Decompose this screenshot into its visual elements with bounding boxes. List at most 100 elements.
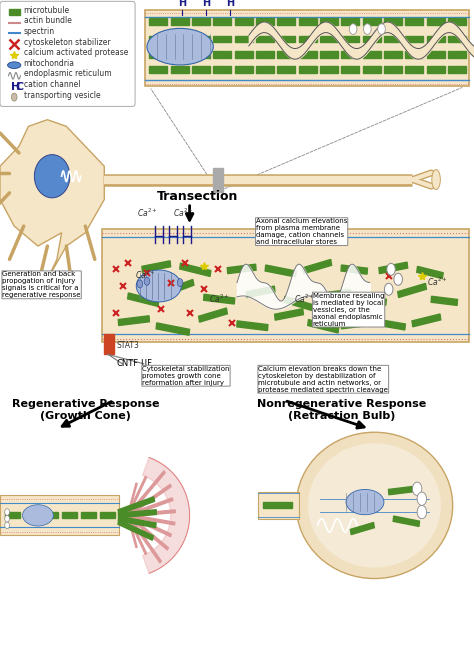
Bar	[213, 18, 231, 25]
Bar	[320, 36, 338, 43]
FancyArrow shape	[398, 283, 427, 297]
Text: $Ca^{2+}$: $Ca^{2+}$	[209, 292, 229, 305]
FancyArrow shape	[128, 515, 146, 555]
FancyArrow shape	[284, 297, 315, 311]
Text: Nonregenerative Response
(Retraction Bulb): Nonregenerative Response (Retraction Bul…	[256, 399, 426, 420]
FancyArrow shape	[274, 309, 303, 320]
Text: Axonal calcium elevations
from plasma membrane
damage, cation channels
and intra: Axonal calcium elevations from plasma me…	[256, 218, 347, 245]
FancyArrow shape	[142, 261, 171, 272]
FancyArrow shape	[128, 515, 161, 563]
Ellipse shape	[296, 432, 453, 579]
Text: Membrane resealing
is mediated by local
vessicles, or the
axonal endoplasmic
ret: Membrane resealing is mediated by local …	[313, 293, 384, 327]
FancyArrow shape	[165, 279, 194, 295]
Text: endoplasmic reticulum: endoplasmic reticulum	[24, 69, 111, 78]
Bar	[427, 36, 445, 43]
Text: $Ca^{2+}$: $Ca^{2+}$	[294, 292, 315, 305]
FancyArrow shape	[81, 512, 96, 519]
Text: STAT3: STAT3	[116, 340, 139, 350]
Bar	[320, 66, 338, 73]
Bar	[149, 18, 167, 25]
Bar	[299, 51, 317, 58]
Text: cytoskeleton stabilizer: cytoskeleton stabilizer	[24, 37, 110, 47]
Text: $Ca^{2+}$: $Ca^{2+}$	[135, 269, 156, 281]
FancyArrow shape	[128, 293, 159, 307]
FancyArrow shape	[24, 512, 39, 519]
Bar	[427, 18, 445, 25]
Circle shape	[5, 509, 9, 515]
Circle shape	[394, 273, 402, 285]
FancyArrow shape	[128, 476, 146, 516]
FancyArrow shape	[118, 497, 155, 514]
Circle shape	[177, 279, 183, 287]
FancyArrow shape	[128, 514, 175, 525]
FancyArrow shape	[128, 483, 137, 515]
FancyArrow shape	[341, 265, 367, 274]
Text: H: H	[178, 0, 187, 8]
FancyArrow shape	[62, 512, 77, 519]
Ellipse shape	[23, 505, 53, 526]
Bar	[9, 9, 20, 15]
FancyArrow shape	[417, 267, 443, 279]
FancyArrow shape	[393, 516, 419, 527]
Bar	[256, 66, 274, 73]
Circle shape	[137, 280, 143, 288]
Circle shape	[11, 93, 17, 101]
Bar	[171, 18, 189, 25]
Text: H: H	[226, 0, 234, 8]
Bar	[341, 66, 359, 73]
FancyArrow shape	[199, 308, 228, 322]
FancyArrow shape	[128, 471, 165, 517]
Bar	[341, 18, 359, 25]
Bar	[448, 66, 466, 73]
Circle shape	[5, 522, 9, 529]
FancyArrow shape	[118, 520, 154, 540]
FancyArrow shape	[180, 263, 211, 277]
FancyArrow shape	[118, 510, 156, 517]
Text: actin bundle: actin bundle	[24, 16, 72, 25]
FancyBboxPatch shape	[102, 229, 469, 342]
Bar	[384, 18, 402, 25]
Bar	[235, 51, 253, 58]
Bar	[405, 36, 423, 43]
FancyArrow shape	[5, 512, 20, 519]
FancyArrow shape	[100, 512, 115, 519]
Bar	[235, 18, 253, 25]
Bar	[149, 66, 167, 73]
Bar	[363, 66, 381, 73]
Bar	[405, 51, 423, 58]
Text: C: C	[15, 82, 23, 92]
Bar	[213, 66, 231, 73]
Bar	[235, 36, 253, 43]
Circle shape	[144, 277, 150, 285]
Bar	[171, 36, 189, 43]
Bar	[192, 36, 210, 43]
Ellipse shape	[34, 154, 70, 198]
Bar	[448, 36, 466, 43]
Polygon shape	[143, 458, 190, 573]
FancyArrow shape	[128, 510, 175, 517]
FancyArrow shape	[360, 295, 386, 305]
Bar	[341, 51, 359, 58]
Bar	[213, 168, 223, 192]
FancyArrow shape	[128, 498, 173, 517]
Polygon shape	[0, 120, 104, 279]
FancyArrow shape	[128, 514, 168, 550]
Bar	[299, 36, 317, 43]
Text: H: H	[11, 82, 20, 92]
Bar	[363, 36, 381, 43]
Bar	[277, 18, 295, 25]
Bar	[448, 18, 466, 25]
Circle shape	[412, 482, 422, 495]
FancyArrow shape	[118, 517, 156, 527]
Bar	[192, 51, 210, 58]
Bar	[104, 334, 114, 354]
Circle shape	[384, 283, 393, 295]
Text: Calcium elevation breaks down the
cytoskeleton by destabilization of
microtubule: Calcium elevation breaks down the cytosk…	[258, 366, 388, 393]
Bar	[299, 66, 317, 73]
FancyArrow shape	[204, 295, 235, 304]
FancyArrow shape	[118, 316, 149, 325]
Text: $Ca^{2+}$: $Ca^{2+}$	[173, 207, 194, 219]
Circle shape	[387, 263, 395, 275]
Bar	[277, 36, 295, 43]
FancyArrow shape	[412, 314, 441, 327]
